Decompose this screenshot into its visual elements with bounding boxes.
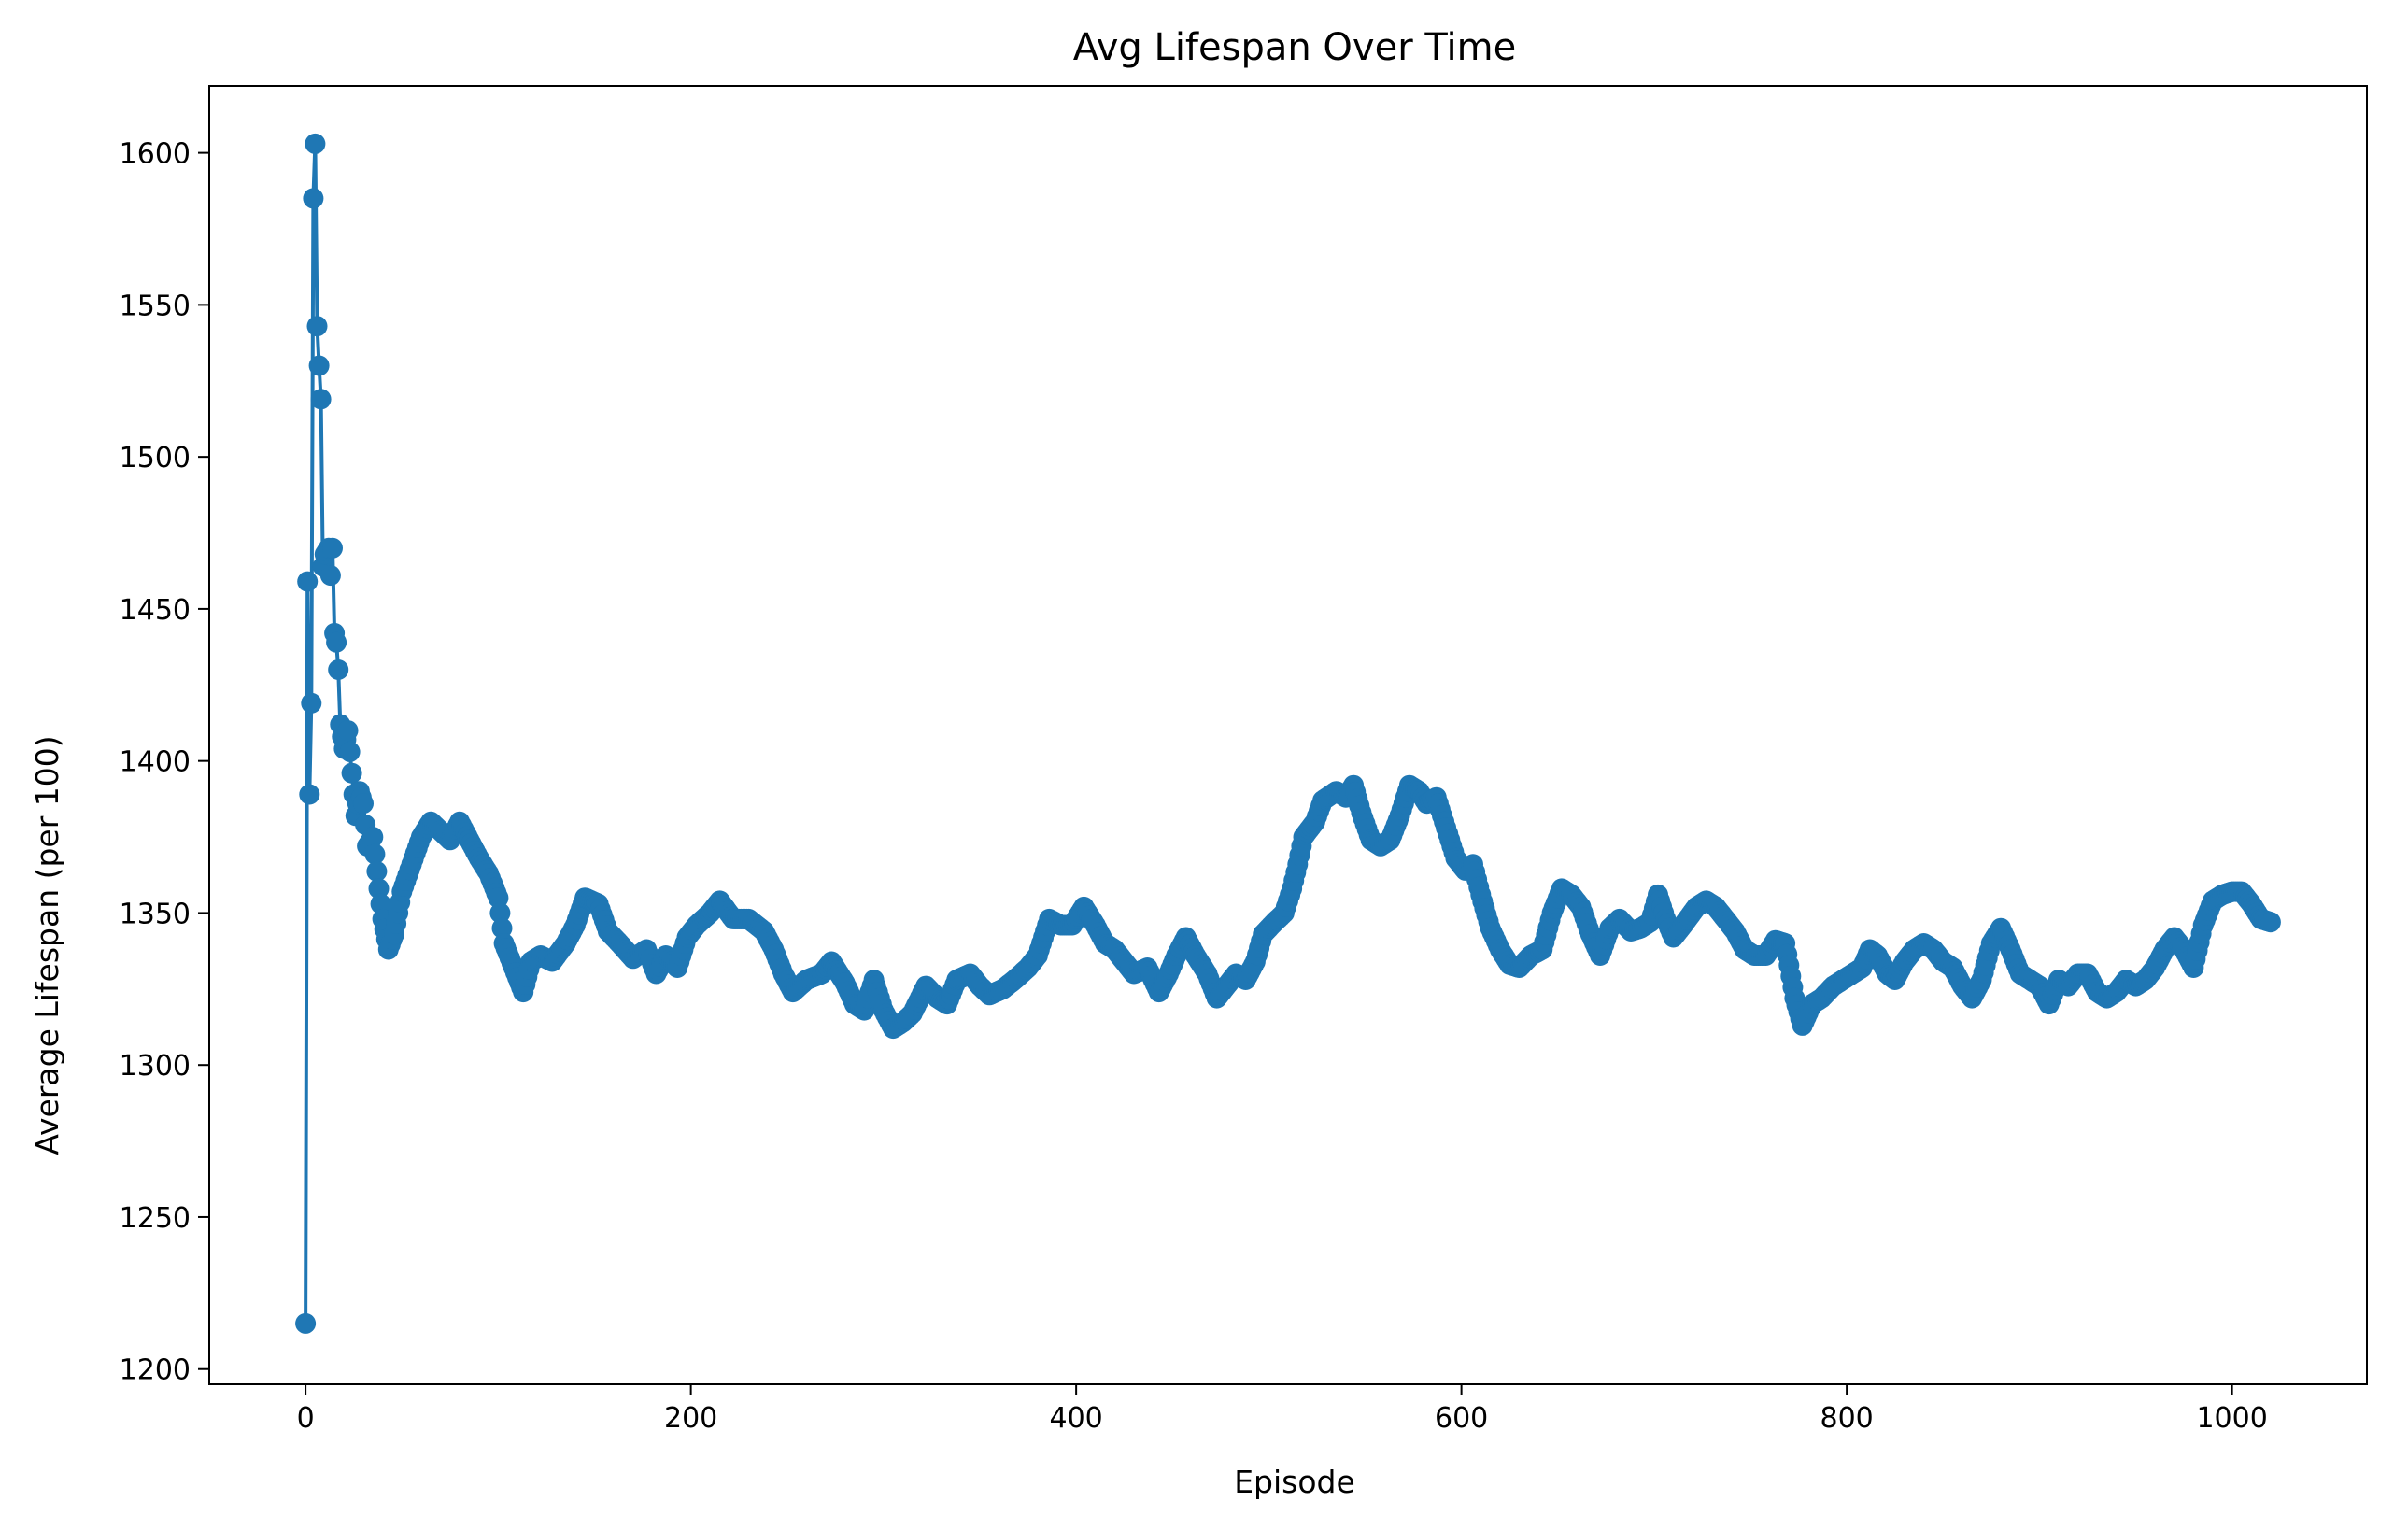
data-point <box>337 720 359 742</box>
y-tick-label: 1250 <box>120 1202 191 1235</box>
data-point <box>353 793 374 815</box>
x-tick-label: 800 <box>1820 1402 1873 1435</box>
y-tick-label: 1500 <box>120 442 191 475</box>
axes: 0 200 400 600 800 1000 1200 1250 1300 1350 1400 145… <box>120 85 2368 1435</box>
data-point <box>489 902 511 924</box>
data-point <box>310 389 332 410</box>
data-point <box>2259 912 2281 933</box>
y-tick-label: 1550 <box>120 290 191 322</box>
x-tick-label: 200 <box>664 1402 717 1435</box>
data-point <box>362 827 384 848</box>
x-axis-label: Episode <box>1234 1464 1355 1500</box>
data-point <box>305 133 326 154</box>
data-point <box>368 878 390 900</box>
chart-title: Avg Lifespan Over Time <box>1073 26 1517 69</box>
data-point <box>301 692 322 714</box>
data-point <box>322 537 343 559</box>
y-tick-label: 1200 <box>120 1354 191 1387</box>
data-point <box>303 188 324 209</box>
y-axis-label: Average Lifespan (per 100) <box>29 735 65 1155</box>
y-tick-label: 1350 <box>120 898 191 930</box>
data-point <box>488 887 509 909</box>
y-tick-label: 1600 <box>120 138 191 171</box>
data-point <box>308 355 330 376</box>
data-point <box>366 860 388 882</box>
data-point <box>328 659 349 680</box>
axes-frame <box>208 85 2368 1385</box>
data-point <box>295 1312 317 1334</box>
data-point <box>306 316 328 337</box>
data-point <box>491 917 513 939</box>
data-point <box>326 631 347 653</box>
x-tick-label: 1000 <box>2196 1402 2267 1435</box>
x-tick-label: 0 <box>297 1402 315 1435</box>
x-tick-label: 600 <box>1435 1402 1488 1435</box>
data-point <box>341 762 362 784</box>
data-point <box>370 893 391 914</box>
y-tick-label: 1400 <box>120 746 191 779</box>
data-point <box>297 571 319 592</box>
x-tick-label: 400 <box>1049 1402 1102 1435</box>
data-point <box>319 565 341 587</box>
y-tick-label: 1300 <box>120 1050 191 1083</box>
y-tick-label: 1450 <box>120 594 191 627</box>
plot-area <box>295 133 2281 1334</box>
data-point <box>364 843 386 865</box>
data-point <box>339 741 361 762</box>
data-point <box>299 784 320 805</box>
